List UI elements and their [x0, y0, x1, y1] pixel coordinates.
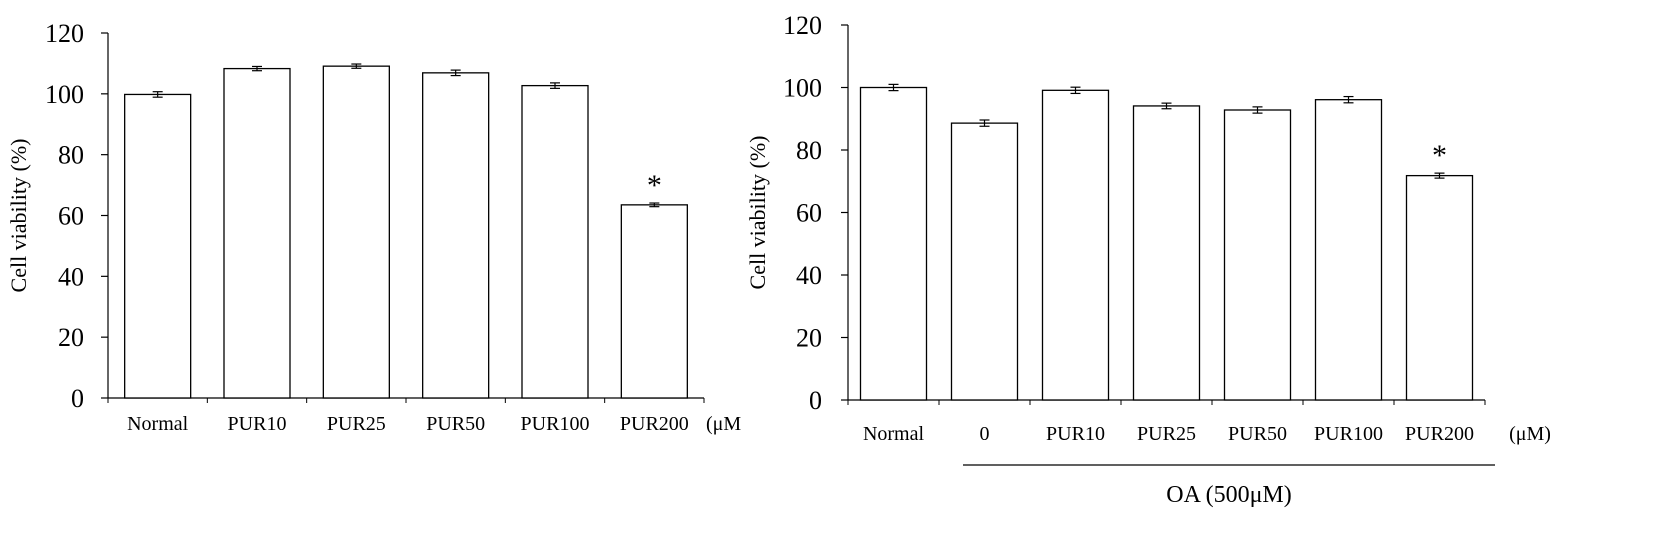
y-tick-label: 40: [58, 262, 84, 291]
category-label: PUR200: [620, 413, 689, 435]
group-label: OA (500μM): [1166, 482, 1292, 508]
significance-marker: *: [647, 169, 662, 202]
y-tick-label: 20: [58, 323, 84, 352]
bar: [422, 72, 490, 399]
bar: [859, 86, 928, 401]
category-label: Normal: [863, 423, 925, 445]
bar: [1223, 109, 1292, 401]
y-tick-label: 0: [809, 386, 822, 415]
chart-right: 0 20 40 60 80 100 120 Cell viability (%) Normal 0…: [745, 11, 1551, 508]
y-tick-label: 80: [58, 141, 84, 170]
category-label: PUR10: [228, 413, 287, 435]
significance-marker: *: [1432, 139, 1447, 172]
bar: [1041, 89, 1110, 401]
category-label: PUR100: [1314, 423, 1383, 445]
y-tick-label: 100: [783, 74, 822, 103]
bar: [1132, 105, 1201, 401]
unit-label: (μM): [1509, 423, 1551, 445]
bar: [223, 67, 291, 399]
y-tick-label: 0: [71, 384, 84, 413]
y-tick-label: 80: [796, 136, 822, 165]
y-axis-title: Cell viability (%): [745, 136, 770, 290]
bar: [620, 204, 688, 399]
y-tick-label: 60: [796, 199, 822, 228]
category-label: 0: [980, 423, 990, 445]
bar: [1405, 174, 1474, 401]
bar: [521, 84, 589, 399]
bar: [124, 93, 192, 399]
category-label: PUR25: [1137, 423, 1196, 445]
category-label: PUR10: [1046, 423, 1105, 445]
bar: [1314, 99, 1383, 401]
category-label: PUR25: [327, 413, 386, 435]
y-tick-label: 20: [796, 324, 822, 353]
y-tick-label: 60: [58, 202, 84, 231]
y-tick-label: 100: [45, 80, 84, 109]
y-tick-label: 120: [783, 11, 822, 40]
category-label: PUR100: [521, 413, 590, 435]
bar: [950, 122, 1019, 401]
unit-label: (μM: [706, 413, 741, 435]
y-axis-title: Cell viability (%): [6, 139, 31, 293]
bar: [322, 65, 390, 399]
y-tick-label: 120: [45, 19, 84, 48]
category-label: PUR200: [1405, 423, 1474, 445]
category-label: PUR50: [1228, 423, 1287, 445]
y-tick-label: 40: [796, 261, 822, 290]
chart-left: 0 20 40 60 80 100 120 Cell viability (%) Normal P…: [6, 19, 741, 435]
category-label: PUR50: [426, 413, 485, 435]
category-label: Normal: [127, 413, 189, 435]
